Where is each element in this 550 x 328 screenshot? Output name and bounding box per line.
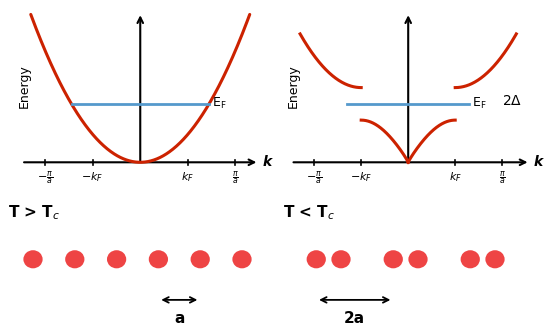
Text: k: k	[533, 155, 542, 169]
Ellipse shape	[461, 250, 480, 268]
Ellipse shape	[191, 250, 210, 268]
Ellipse shape	[148, 250, 168, 268]
Ellipse shape	[107, 250, 126, 268]
Ellipse shape	[65, 250, 85, 268]
Text: $\frac{\pi}{a}$: $\frac{\pi}{a}$	[232, 170, 239, 187]
Text: Energy: Energy	[287, 64, 300, 108]
Text: $-\frac{\pi}{a}$: $-\frac{\pi}{a}$	[306, 170, 322, 187]
Text: 2a: 2a	[344, 311, 365, 326]
Ellipse shape	[408, 250, 428, 268]
Ellipse shape	[331, 250, 351, 268]
Ellipse shape	[233, 250, 252, 268]
Text: T < T$_c$: T < T$_c$	[283, 203, 336, 222]
Ellipse shape	[307, 250, 326, 268]
Text: $\mathrm{E_F}$: $\mathrm{E_F}$	[472, 96, 487, 112]
Ellipse shape	[384, 250, 403, 268]
Text: T > T$_c$: T > T$_c$	[8, 203, 60, 222]
Text: Energy: Energy	[18, 64, 31, 108]
Text: k: k	[262, 155, 271, 169]
Ellipse shape	[485, 250, 505, 268]
Text: a: a	[174, 311, 184, 326]
Text: $\frac{\pi}{a}$: $\frac{\pi}{a}$	[499, 170, 505, 187]
Text: $k_F$: $k_F$	[182, 170, 194, 184]
Text: $-\frac{\pi}{a}$: $-\frac{\pi}{a}$	[37, 170, 53, 187]
Text: $\mathrm{E_F}$: $\mathrm{E_F}$	[212, 96, 226, 112]
Text: $-k_F$: $-k_F$	[81, 170, 104, 184]
Text: $2\Delta$: $2\Delta$	[502, 94, 522, 108]
Text: $-k_F$: $-k_F$	[350, 170, 372, 184]
Text: $k_F$: $k_F$	[449, 170, 461, 184]
Ellipse shape	[23, 250, 43, 268]
